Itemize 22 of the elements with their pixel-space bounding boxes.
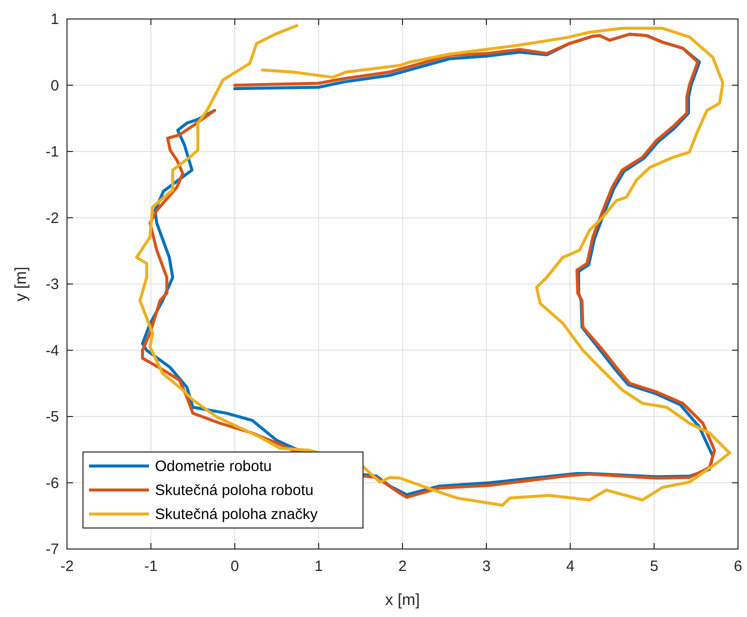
x-tick-label: -1 <box>144 558 158 575</box>
legend-label: Skutečná poloha robotu <box>155 482 314 499</box>
x-tick-label: 3 <box>482 558 491 575</box>
x-tick-label: 4 <box>566 558 574 575</box>
y-tick-label: -1 <box>46 144 59 160</box>
x-tick-label: 2 <box>398 558 407 575</box>
legend-label: Skutečná poloha značky <box>155 506 318 523</box>
y-tick-label: -3 <box>46 276 59 293</box>
x-axis-title: x [m] <box>385 592 420 609</box>
x-tick-label: 1 <box>314 558 323 575</box>
y-tick-label: -4 <box>46 342 59 360</box>
y-tick-label: -2 <box>46 210 59 227</box>
y-tick-label: -6 <box>46 474 59 492</box>
legend-label: Odometrie robotu <box>155 458 272 475</box>
y-tick-label: 0 <box>50 77 59 94</box>
y-tick-label: -7 <box>46 541 59 558</box>
y-axis-title: y [m] <box>13 266 30 302</box>
y-tick-label: -5 <box>46 408 59 426</box>
x-tick-label: 6 <box>734 558 742 575</box>
x-tick-label: 5 <box>650 558 658 575</box>
y-tick-label: 1 <box>50 11 59 28</box>
x-tick-label: 0 <box>230 558 239 575</box>
